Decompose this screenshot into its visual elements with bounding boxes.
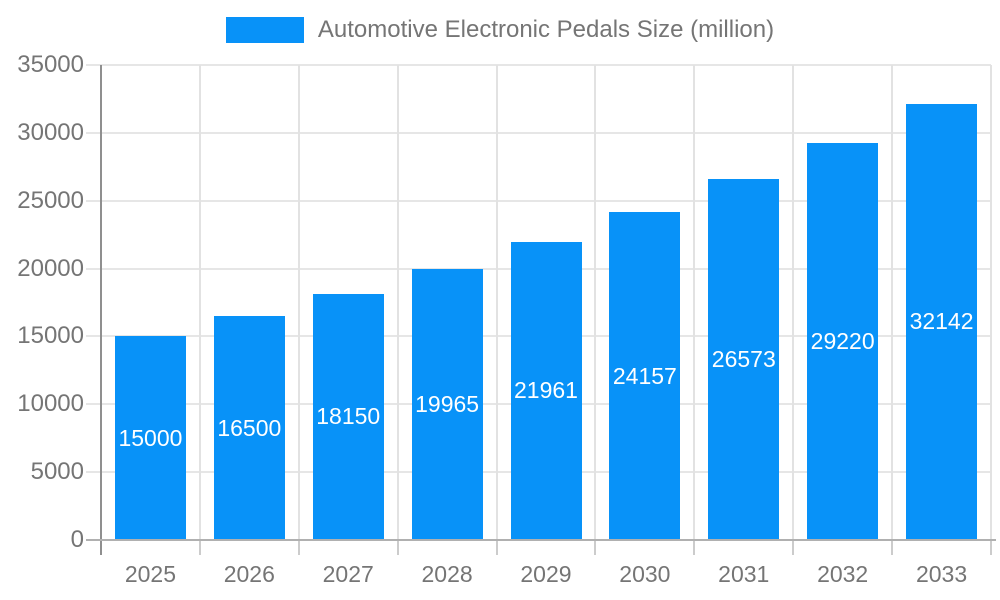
x-tick	[297, 540, 300, 555]
bar-value-label: 21961	[514, 377, 578, 404]
v-gridline	[198, 65, 201, 540]
y-tick-label: 5000	[30, 458, 84, 486]
y-tick-label: 0	[70, 526, 84, 553]
x-tick	[594, 540, 597, 555]
x-tick	[396, 540, 399, 555]
x-tick-label: 2025	[124, 561, 177, 587]
bar[interactable]: 16500	[213, 316, 285, 540]
x-tick-label: 2026	[223, 561, 275, 587]
h-gridline	[86, 64, 991, 66]
v-gridline	[495, 65, 498, 540]
x-tick	[990, 540, 992, 555]
y-tick-label: 20000	[17, 254, 84, 282]
v-gridline	[792, 65, 795, 540]
bar[interactable]: 24157	[609, 212, 681, 540]
bar[interactable]: 18150	[312, 293, 384, 540]
x-tick-label: 2029	[520, 561, 572, 587]
bar-value-label: 29220	[810, 328, 875, 355]
v-gridline	[297, 65, 300, 540]
x-tick	[891, 540, 894, 555]
x-tick	[693, 540, 696, 555]
legend-label: Automotive Electronic Pedals Size (milli…	[317, 16, 775, 43]
bar-value-label: 32142	[909, 308, 974, 335]
bar-value-label: 24157	[612, 362, 677, 389]
v-gridline	[990, 65, 992, 540]
bar-value-label: 19965	[415, 391, 480, 417]
bar-value-label: 15000	[118, 424, 183, 451]
y-tick-label: 15000	[17, 322, 84, 350]
legend[interactable]: Automotive Electronic Pedals Size (milli…	[0, 14, 1000, 46]
bar-value-label: 18150	[316, 403, 381, 430]
x-tick	[198, 540, 201, 555]
y-tick-label: 25000	[17, 186, 84, 214]
y-axis-line	[100, 65, 102, 555]
bar[interactable]: 26573	[708, 179, 780, 540]
h-gridline	[86, 199, 991, 202]
x-tick-label: 2032	[817, 561, 869, 587]
x-tick	[792, 540, 795, 555]
v-gridline	[693, 65, 696, 540]
x-tick-label: 2033	[915, 561, 968, 587]
y-tick-label: 35000	[17, 51, 84, 78]
x-tick-label: 2028	[421, 561, 473, 587]
legend-swatch	[225, 17, 304, 43]
y-tick-label: 30000	[17, 118, 84, 146]
bar[interactable]: 15000	[114, 336, 186, 540]
x-axis-line	[86, 539, 996, 541]
v-gridline	[594, 65, 597, 540]
x-tick	[495, 540, 498, 555]
h-gridline	[86, 131, 991, 134]
v-gridline	[396, 65, 399, 540]
bar[interactable]: 29220	[807, 143, 879, 540]
bar[interactable]: 19965	[411, 269, 483, 540]
x-tick-label: 2027	[322, 561, 374, 587]
bar[interactable]: 21961	[510, 241, 582, 540]
x-tick-label: 2031	[718, 561, 770, 587]
v-gridline	[891, 65, 894, 540]
bar-value-label: 16500	[217, 414, 282, 441]
y-tick-label: 10000	[17, 390, 84, 418]
x-tick-label: 2030	[619, 561, 671, 587]
bar[interactable]: 32142	[906, 103, 978, 540]
bar-value-label: 26573	[711, 346, 776, 373]
